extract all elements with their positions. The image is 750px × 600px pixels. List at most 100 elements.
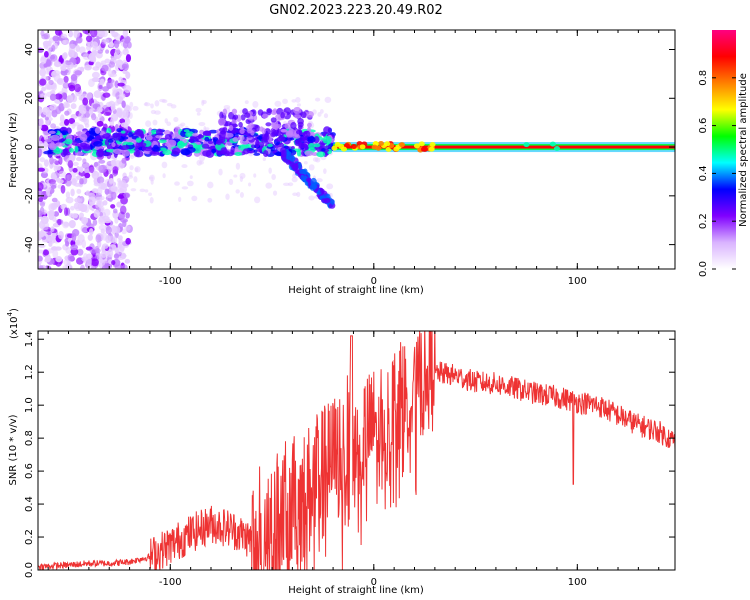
spectrogram-cell bbox=[57, 218, 62, 226]
spectrogram-cell bbox=[265, 182, 273, 189]
spectrogram-cell bbox=[99, 78, 105, 85]
spectrogram-cell bbox=[148, 174, 155, 182]
spectrogram-cell bbox=[79, 178, 84, 185]
spectrogram-cell bbox=[270, 117, 277, 123]
spectrogram-cell bbox=[114, 160, 123, 168]
spectrogram-cell bbox=[313, 143, 321, 148]
spectrogram-cell bbox=[44, 253, 51, 263]
spectrogram-cell bbox=[63, 75, 69, 83]
spectrogram-cell bbox=[246, 128, 253, 134]
spectrogram-cell bbox=[163, 129, 171, 136]
spectrogram-cell bbox=[46, 111, 52, 118]
spectrogram-cell bbox=[133, 150, 144, 158]
snr-y-label: SNR (10 * v/v) bbox=[8, 414, 19, 485]
spectrogram-cell bbox=[123, 192, 131, 199]
spectrogram-cell bbox=[305, 177, 311, 183]
spectrogram-cell bbox=[398, 142, 405, 148]
spectrogram-cell bbox=[98, 182, 106, 190]
spectrogram-cell bbox=[151, 146, 161, 152]
spectrogram-cell bbox=[101, 64, 109, 72]
spectrogram-cell bbox=[340, 146, 347, 152]
spectrogram-cell bbox=[71, 140, 78, 146]
spectrogram-cell bbox=[41, 225, 49, 231]
spectrogram-cell bbox=[88, 196, 96, 206]
spectrogram-cell bbox=[308, 195, 315, 201]
spectrogram-cell bbox=[125, 54, 132, 63]
spectrogram-cell bbox=[321, 148, 326, 152]
spectrogram-cell bbox=[103, 38, 110, 45]
spectrogram-cell bbox=[124, 258, 131, 264]
spectrogram-cell bbox=[199, 160, 204, 165]
spectrogram-cell bbox=[39, 78, 47, 86]
spectrogram-cell bbox=[317, 111, 322, 117]
spectrogram-cell bbox=[55, 256, 63, 263]
spectrogram-cell bbox=[218, 127, 226, 132]
spectrogram-cell bbox=[98, 224, 107, 231]
spectrogram-cell bbox=[75, 36, 83, 44]
spectrogram-cell bbox=[79, 203, 88, 213]
spectrogram-cell bbox=[303, 161, 308, 165]
spectrogram-cell bbox=[75, 44, 81, 53]
spectrogram-cell bbox=[68, 30, 74, 38]
spectrogram-cell bbox=[87, 234, 93, 241]
spectrogram-cell bbox=[294, 168, 299, 174]
spectrogram-cell bbox=[76, 124, 83, 132]
spectrogram-cell bbox=[124, 225, 131, 231]
spectrogram-cell bbox=[189, 175, 193, 179]
spectrogram-cell bbox=[158, 139, 167, 144]
spectrogram-cell bbox=[428, 146, 435, 152]
spectrogram-cell bbox=[58, 170, 67, 178]
spectrogram-cell bbox=[50, 134, 60, 141]
spectrogram-cell bbox=[96, 120, 104, 127]
spectrogram-cell bbox=[128, 112, 133, 120]
spectrogram-cell bbox=[161, 99, 168, 104]
spectrogram-cell bbox=[70, 188, 75, 197]
spectrogram-cell bbox=[110, 159, 116, 165]
spectrogram-cell bbox=[94, 245, 100, 254]
spectrogram-cell bbox=[38, 265, 44, 269]
spectrogram-cell bbox=[39, 56, 47, 64]
spectrogram-cell bbox=[102, 92, 111, 98]
spectrogram-cell bbox=[228, 125, 234, 131]
spectrogram-cell bbox=[116, 201, 122, 208]
spectrogram-cell bbox=[264, 128, 271, 135]
spectrogram-cell bbox=[62, 39, 67, 45]
spectrogram-cell bbox=[254, 124, 261, 132]
spectrogram-cell bbox=[112, 87, 119, 94]
x-tick-label: 0 bbox=[371, 276, 377, 287]
spectrogram-cell bbox=[161, 161, 168, 169]
spectrogram-cell bbox=[38, 47, 44, 53]
spectrogram-cell bbox=[114, 80, 119, 89]
spectrogram-cell bbox=[294, 114, 301, 119]
spectrogram-cell bbox=[162, 173, 166, 179]
spectrogram-cell bbox=[120, 218, 128, 223]
y-tick-label: 40 bbox=[24, 43, 35, 56]
spectrogram-cell bbox=[86, 257, 92, 267]
spectrogram-cell bbox=[65, 191, 71, 199]
spectrogram-cell bbox=[121, 264, 128, 269]
spectrogram-cell bbox=[112, 166, 119, 174]
spectrogram-cell bbox=[68, 219, 76, 229]
spectrogram-cell bbox=[176, 140, 186, 149]
spectrogram-cell bbox=[52, 158, 57, 164]
spectrogram-cell bbox=[112, 208, 118, 214]
spectrogram-cell bbox=[248, 182, 252, 187]
spectrogram-cell bbox=[262, 113, 269, 119]
spectrogram-cell bbox=[65, 174, 70, 181]
colorbar-tick-label: 0.0 bbox=[698, 261, 709, 277]
spectrogram-cell bbox=[185, 131, 195, 138]
spectrogram-cell bbox=[82, 143, 91, 152]
spectrogram-cell bbox=[265, 122, 272, 127]
snr-y-ticks: 0.0 0.2 0.4 0.6 0.8 1.0 1.2 1.4 bbox=[24, 331, 675, 578]
spectrogram-cell bbox=[128, 132, 133, 138]
spectrogram-cell bbox=[294, 139, 302, 147]
y-tick-label: 1.4 bbox=[24, 331, 35, 347]
colorbar-tick-label: 0.4 bbox=[698, 165, 709, 181]
y-tick-label: 0 bbox=[24, 144, 35, 150]
spectrogram-cell bbox=[262, 157, 266, 162]
spectrogram-cell bbox=[78, 112, 83, 121]
spectrogram-cell bbox=[110, 104, 116, 112]
spectrogram-cell bbox=[319, 109, 324, 114]
spectrogram-cell bbox=[63, 259, 71, 266]
